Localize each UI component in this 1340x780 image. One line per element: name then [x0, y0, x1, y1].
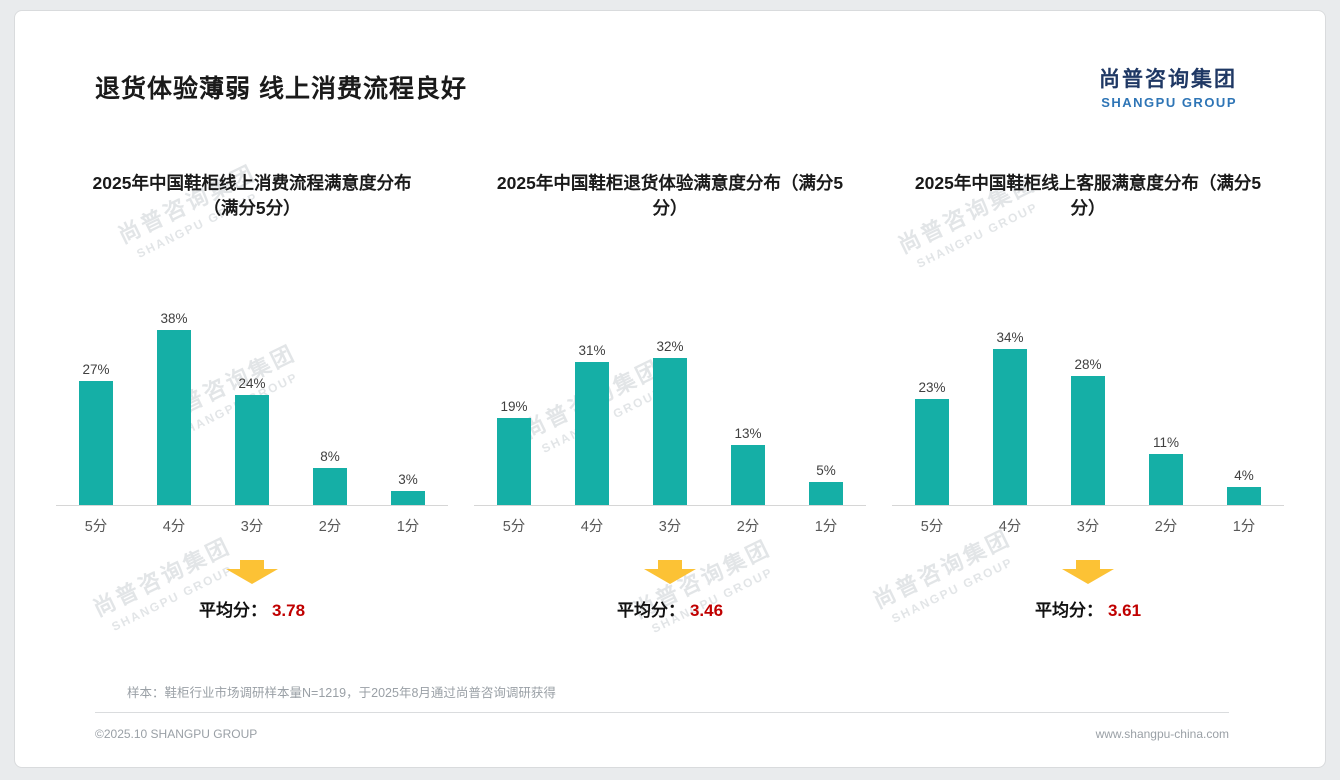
chart-title: 2025年中国鞋柜退货体验满意度分布（满分5分） — [496, 173, 844, 219]
bar-column: 32% — [631, 339, 709, 505]
bar-value-label: 19% — [500, 398, 528, 414]
category-row: 5分 4分 3分 2分 1分 — [56, 515, 448, 536]
bar-column: 28% — [1049, 357, 1127, 505]
bar-column: 34% — [971, 330, 1049, 505]
bar-value-label: 13% — [734, 425, 762, 441]
bar-value-label: 31% — [578, 342, 606, 358]
bar — [809, 481, 843, 505]
logo-english-text: SHANGPU GROUP — [1101, 95, 1237, 110]
chart-online-service: 2025年中国鞋柜线上客服满意度分布（满分5分） 23% 34% 28% 11% 4% … — [879, 171, 1297, 621]
bar-column: 19% — [475, 399, 553, 505]
sample-note: 样本：鞋柜行业市场调研样本量N=1219，于2025年8月通过尚普咨询调研获得 — [127, 686, 556, 700]
bar-plot: 27% 38% 24% 8% 3% — [56, 306, 448, 506]
average-value: 3.78 — [271, 600, 306, 620]
bar-value-label: 32% — [656, 338, 684, 354]
bar — [313, 467, 347, 505]
company-logo: 尚普咨询集团 SHANGPU GROUP — [1099, 63, 1237, 110]
category-label: 1分 — [814, 518, 838, 535]
bar — [157, 329, 191, 505]
bar-value-label: 23% — [918, 379, 946, 395]
bar-plot: 19% 31% 32% 13% 5% — [474, 306, 866, 506]
bar-plot: 23% 34% 28% 11% 4% — [892, 306, 1284, 506]
average-label: 平均分： — [1034, 600, 1103, 620]
down-arrow-icon — [226, 559, 278, 586]
bar-column: 24% — [213, 376, 291, 505]
average-value: 3.46 — [689, 600, 724, 620]
category-label: 3分 — [240, 518, 264, 535]
bar-value-label: 8% — [320, 448, 340, 464]
category-label: 4分 — [580, 518, 604, 535]
bar-value-label: 4% — [1234, 467, 1254, 483]
bar-column: 8% — [291, 449, 369, 505]
charts-row: 2025年中国鞋柜线上消费流程满意度分布（满分5分） 27% 38% 24% 8% 3%… — [43, 171, 1297, 621]
category-label: 3分 — [1076, 518, 1100, 535]
bar-value-label: 38% — [160, 310, 188, 326]
category-label: 3分 — [658, 518, 682, 535]
category-label: 4分 — [162, 518, 186, 535]
bar-column: 38% — [135, 311, 213, 505]
category-row: 5分 4分 3分 2分 1分 — [892, 515, 1284, 536]
bar — [1227, 486, 1261, 505]
bar — [993, 348, 1027, 505]
bar-value-label: 27% — [82, 361, 110, 377]
chart-title: 2025年中国鞋柜线上消费流程满意度分布（满分5分） — [92, 173, 412, 219]
category-label: 5分 — [920, 518, 944, 535]
bar-column: 13% — [709, 426, 787, 505]
average-score: 平均分： 3.46 — [617, 596, 723, 621]
logo-chinese-text: 尚普咨询集团 — [1099, 68, 1237, 91]
bar-value-label: 11% — [1152, 434, 1180, 450]
website-url: www.shangpu-china.com — [1095, 727, 1229, 741]
bar-value-label: 34% — [996, 329, 1024, 345]
category-label: 4分 — [998, 518, 1022, 535]
bar-value-label: 5% — [816, 462, 836, 478]
bar — [731, 444, 765, 505]
bar-column: 11% — [1127, 435, 1205, 505]
average-label: 平均分： — [616, 600, 685, 620]
category-label: 2分 — [318, 518, 342, 535]
bar — [1149, 453, 1183, 505]
category-label: 2分 — [736, 518, 760, 535]
bar-value-label: 24% — [238, 375, 266, 391]
chart-online-process: 2025年中国鞋柜线上消费流程满意度分布（满分5分） 27% 38% 24% 8% 3%… — [43, 171, 461, 621]
category-label: 2分 — [1154, 518, 1178, 535]
category-label: 1分 — [1232, 518, 1256, 535]
bar-column: 5% — [787, 463, 865, 505]
bar — [915, 398, 949, 505]
page-title: 退货体验薄弱 线上消费流程良好 — [95, 75, 467, 103]
bar — [1071, 375, 1105, 505]
chart-title: 2025年中国鞋柜线上客服满意度分布（满分5分） — [914, 173, 1262, 219]
category-label: 5分 — [84, 518, 108, 535]
down-arrow-icon — [1062, 559, 1114, 586]
bar — [653, 357, 687, 505]
category-label: 5分 — [502, 518, 526, 535]
copyright-text: ©2025.10 SHANGPU GROUP — [95, 727, 258, 741]
bar-value-label: 28% — [1074, 356, 1102, 372]
average-label: 平均分： — [198, 600, 267, 620]
category-label: 1分 — [396, 518, 420, 535]
bar — [79, 380, 113, 505]
bar-column: 4% — [1205, 468, 1283, 505]
chart-return-experience: 2025年中国鞋柜退货体验满意度分布（满分5分） 19% 31% 32% 13% 5% … — [461, 171, 879, 621]
bar — [575, 361, 609, 505]
bar-column: 27% — [57, 362, 135, 505]
bar — [391, 490, 425, 505]
bar-value-label: 3% — [398, 471, 418, 487]
bar — [235, 394, 269, 505]
average-value: 3.61 — [1107, 600, 1142, 620]
bar-column: 23% — [893, 380, 971, 505]
down-arrow-icon — [644, 559, 696, 586]
bar-column: 3% — [369, 472, 447, 505]
average-score: 平均分： 3.61 — [1035, 596, 1141, 621]
bar — [497, 417, 531, 505]
slide-content: 退货体验薄弱 线上消费流程良好 尚普咨询集团 SHANGPU GROUP 202… — [15, 11, 1325, 767]
bar-column: 31% — [553, 343, 631, 505]
footer-row: ©2025.10 SHANGPU GROUP www.shangpu-china… — [95, 727, 1229, 741]
category-row: 5分 4分 3分 2分 1分 — [474, 515, 866, 536]
slide-card: 尚普咨询集团 SHANGPU GROUP 尚普咨询集团 SHANGPU GROUP 尚普… — [14, 10, 1326, 768]
average-score: 平均分： 3.78 — [199, 596, 305, 621]
footer-divider — [95, 712, 1229, 713]
